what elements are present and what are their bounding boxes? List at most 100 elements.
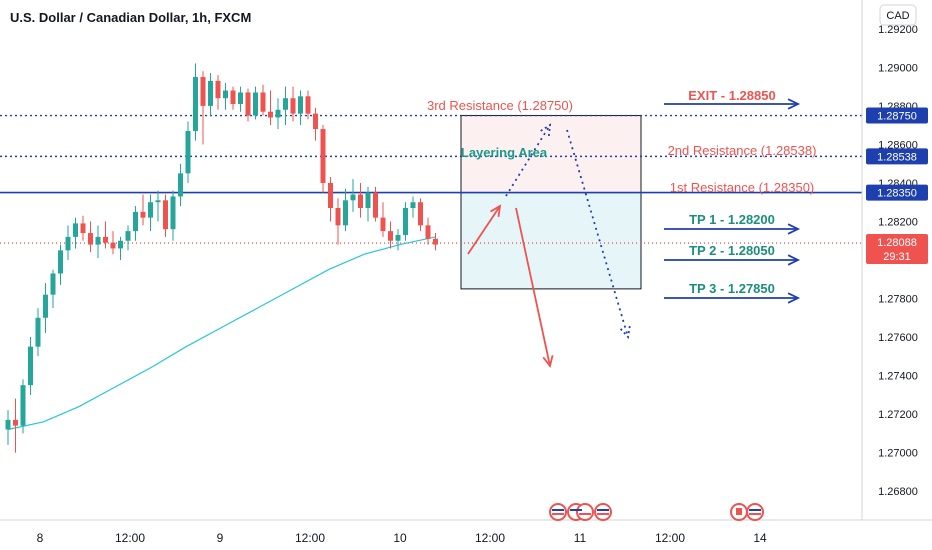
- candle-body: [275, 109, 281, 118]
- candle-body: [298, 96, 303, 114]
- price-tag-r2: 1.28538: [877, 151, 917, 163]
- candle-body: [125, 231, 131, 241]
- label-tp2: TP 2 - 1.28050: [689, 243, 775, 258]
- candle-body: [185, 130, 191, 174]
- label-exit: EXIT - 1.28850: [688, 88, 775, 103]
- candle-body: [335, 208, 341, 226]
- candle-body: [358, 194, 363, 208]
- candle-body: [65, 236, 71, 251]
- economic-events-group-1[interactable]: [549, 503, 612, 521]
- time-tick-label: 12:00: [655, 531, 685, 545]
- candle-body: [223, 90, 228, 99]
- candle-body: [58, 250, 63, 274]
- candle-body: [148, 202, 153, 218]
- target-arrow-exit-head: [787, 98, 801, 110]
- currency-button[interactable]: [879, 4, 917, 26]
- down-arrow: [515, 207, 551, 367]
- candle-body: [155, 200, 161, 203]
- candle-body: [88, 233, 93, 245]
- candle-body: [425, 225, 431, 239]
- candle-body: [118, 240, 123, 249]
- label-first-resistance: 1st Resistance (1.28350): [670, 180, 815, 195]
- price-tick-label: 1.27600: [878, 332, 918, 344]
- time-tick-label: 12:00: [475, 531, 505, 545]
- us-flag-icon[interactable]: [576, 503, 594, 521]
- candle-body: [80, 223, 86, 234]
- economic-events-group-2[interactable]: [730, 503, 764, 521]
- us-flag-icon[interactable]: [746, 503, 764, 521]
- candle-body: [328, 182, 333, 208]
- candle-body: [5, 419, 11, 430]
- candle-body: [110, 242, 116, 249]
- candle-body: [73, 223, 78, 237]
- price-tag-r3: 1.28750: [877, 111, 917, 123]
- down-arrow-head: [542, 355, 554, 369]
- candle-body: [215, 80, 221, 99]
- candle-body: [403, 208, 408, 235]
- candle-body: [13, 419, 18, 426]
- candle-body: [283, 98, 288, 110]
- entry-arrow: [467, 205, 501, 255]
- chart-title: U.S. Dollar / Canadian Dollar, 1h, FXCM: [10, 10, 251, 25]
- price-tag-r2-bg: [866, 148, 928, 165]
- candle-body: [418, 202, 423, 226]
- price-tick-label: 1.27000: [878, 448, 918, 460]
- candle-body: [28, 346, 33, 386]
- label-tp1: TP 1 - 1.28200: [689, 212, 775, 227]
- candle-body: [230, 90, 236, 104]
- candle-body: [373, 192, 378, 218]
- label-layering-area: Layering Area: [461, 145, 548, 160]
- price-tag-r3-bg: [866, 107, 928, 124]
- candle-body: [320, 129, 326, 183]
- candle-body: [253, 92, 258, 116]
- candle-body: [290, 98, 296, 114]
- label-tp3: TP 3 - 1.27850: [689, 281, 775, 296]
- time-tick-label: 8: [37, 531, 44, 545]
- zone-target: [460, 192, 642, 290]
- candle-body: [103, 236, 108, 243]
- candle-body: [133, 211, 138, 232]
- candle-body: [193, 77, 198, 131]
- price-tick-label: 1.27400: [878, 371, 918, 383]
- target-arrow-tp2-head: [787, 254, 801, 266]
- layering-up-arrow-head: [540, 123, 552, 137]
- target-arrow-tp1-head: [787, 223, 801, 235]
- candle-body: [245, 92, 251, 116]
- us-flag-icon[interactable]: [594, 503, 612, 521]
- candles-layer: [5, 63, 438, 453]
- candle-body: [380, 217, 386, 232]
- price-tag-countdown: 29:31: [883, 251, 911, 263]
- candle-body: [163, 200, 168, 230]
- price-tag-r1: 1.28350: [877, 188, 917, 200]
- candle-body: [140, 211, 146, 218]
- candle-body: [365, 192, 371, 208]
- candle-body: [208, 80, 213, 106]
- time-tick-label: 9: [217, 531, 224, 545]
- zones-layer: [460, 115, 642, 290]
- label-third-resistance: 3rd Resistance (1.28750): [427, 98, 573, 113]
- time-axis-ticks: 8 12:00 9 12:00 10 12:00 11 12:00 14: [37, 531, 767, 545]
- price-tag-current-bg: [866, 234, 928, 265]
- time-tick-label: 10: [393, 531, 407, 545]
- us-flag-icon[interactable]: [549, 503, 567, 521]
- time-tick-label: 14: [753, 531, 767, 545]
- candle-body: [43, 294, 48, 318]
- moving-average-line: [7, 236, 436, 431]
- candle-body: [313, 113, 318, 130]
- candle-body: [260, 92, 266, 112]
- candle-body: [50, 273, 56, 295]
- moving-average-layer: [7, 236, 436, 431]
- candle-body: [20, 385, 26, 426]
- candle-body: [95, 236, 101, 245]
- target-arrow-tp3-head: [787, 292, 801, 304]
- price-tag-r1-bg: [866, 184, 928, 201]
- time-tick-label: 12:00: [295, 531, 325, 545]
- candle-body: [305, 96, 311, 114]
- entry-arrow-head: [490, 204, 502, 218]
- price-tag-current: 1.28088: [877, 237, 917, 249]
- candle-body: [343, 200, 348, 226]
- candle-body: [35, 317, 41, 347]
- levels-layer: [0, 114, 862, 244]
- candle-body: [238, 92, 243, 104]
